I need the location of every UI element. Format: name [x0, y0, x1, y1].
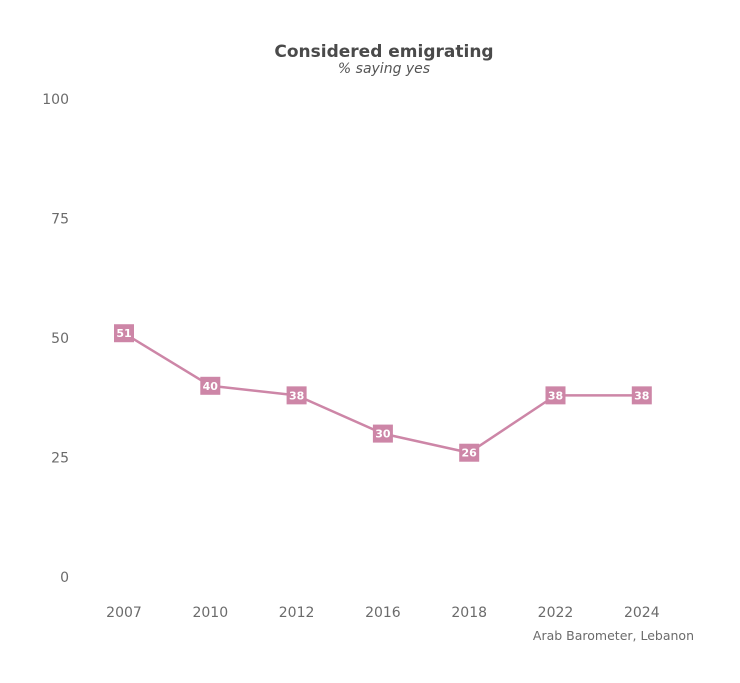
x-tick-label: 2018 — [451, 605, 487, 621]
x-tick-label: 2022 — [538, 605, 574, 621]
data-label: 38 — [289, 389, 304, 402]
data-label: 38 — [548, 389, 563, 402]
data-point-marker — [459, 443, 480, 462]
chart-title: Considered emigrating — [274, 42, 493, 62]
data-point-marker — [545, 386, 566, 405]
series-group: 51 40 38 30 26 38 38 — [114, 324, 652, 462]
source-note: Arab Barometer, Lebanon — [533, 628, 694, 643]
y-tick-label: 0 — [60, 570, 69, 586]
x-tick-label: 2012 — [279, 605, 315, 621]
y-axis: 0 25 50 75 100 — [42, 92, 69, 586]
x-tick-label: 2024 — [624, 605, 660, 621]
y-tick-label: 50 — [51, 331, 69, 347]
x-tick-label: 2016 — [365, 605, 401, 621]
data-label: 30 — [375, 428, 391, 441]
y-tick-label: 25 — [51, 451, 69, 467]
chart-subtitle: % saying yes — [338, 61, 430, 77]
data-label: 38 — [634, 389, 649, 402]
data-label: 51 — [116, 327, 131, 340]
x-tick-label: 2010 — [192, 605, 228, 621]
y-tick-label: 100 — [42, 92, 69, 108]
data-point-marker — [200, 376, 221, 395]
data-point-marker — [372, 424, 393, 443]
data-point-marker — [631, 386, 652, 405]
data-point-marker — [114, 324, 134, 343]
data-label: 26 — [462, 447, 478, 460]
data-point-marker — [286, 386, 307, 405]
data-label: 40 — [203, 380, 219, 393]
x-axis: 2007 2010 2012 2016 2018 2022 2024 — [106, 605, 660, 621]
y-tick-label: 75 — [51, 212, 69, 228]
x-tick-label: 2007 — [106, 605, 142, 621]
